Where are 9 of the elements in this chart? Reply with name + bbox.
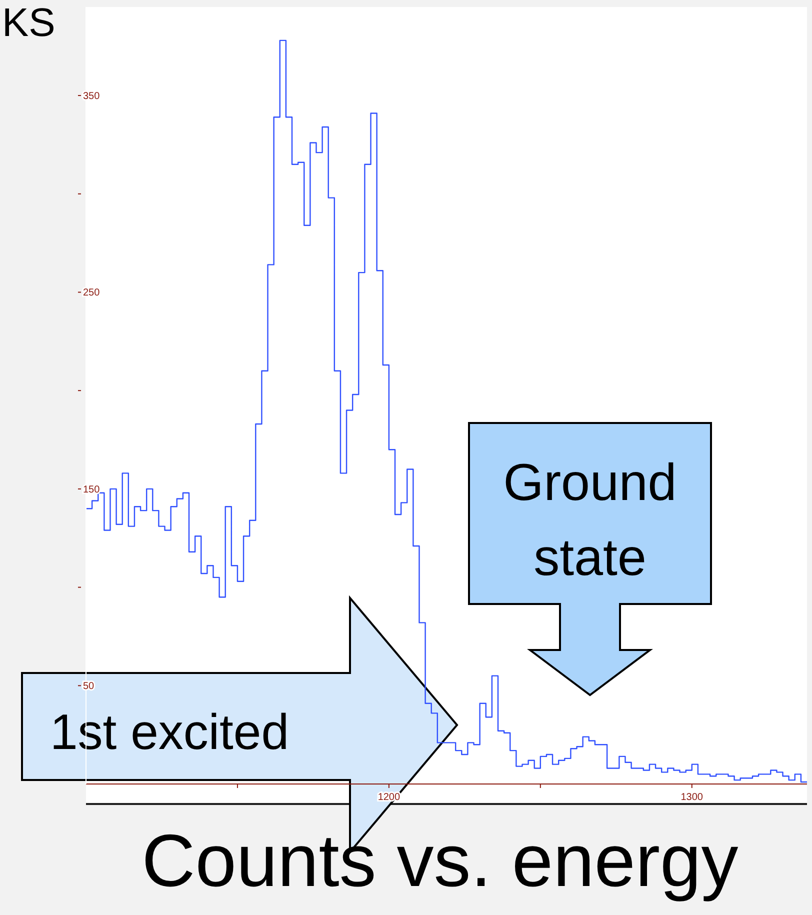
text: KS (2, 1, 56, 45)
annotation: Ground state (503, 454, 677, 587)
annotation: 1st excited (50, 704, 290, 760)
y-tick-label: 50 (83, 681, 95, 692)
text: Counts vs. energy (142, 819, 738, 902)
y-tick-label: 250 (83, 288, 100, 299)
y-tick-label: 350 (83, 91, 100, 102)
x-tick-label: 1300 (680, 792, 704, 803)
y-tick-label: 150 (83, 484, 100, 496)
